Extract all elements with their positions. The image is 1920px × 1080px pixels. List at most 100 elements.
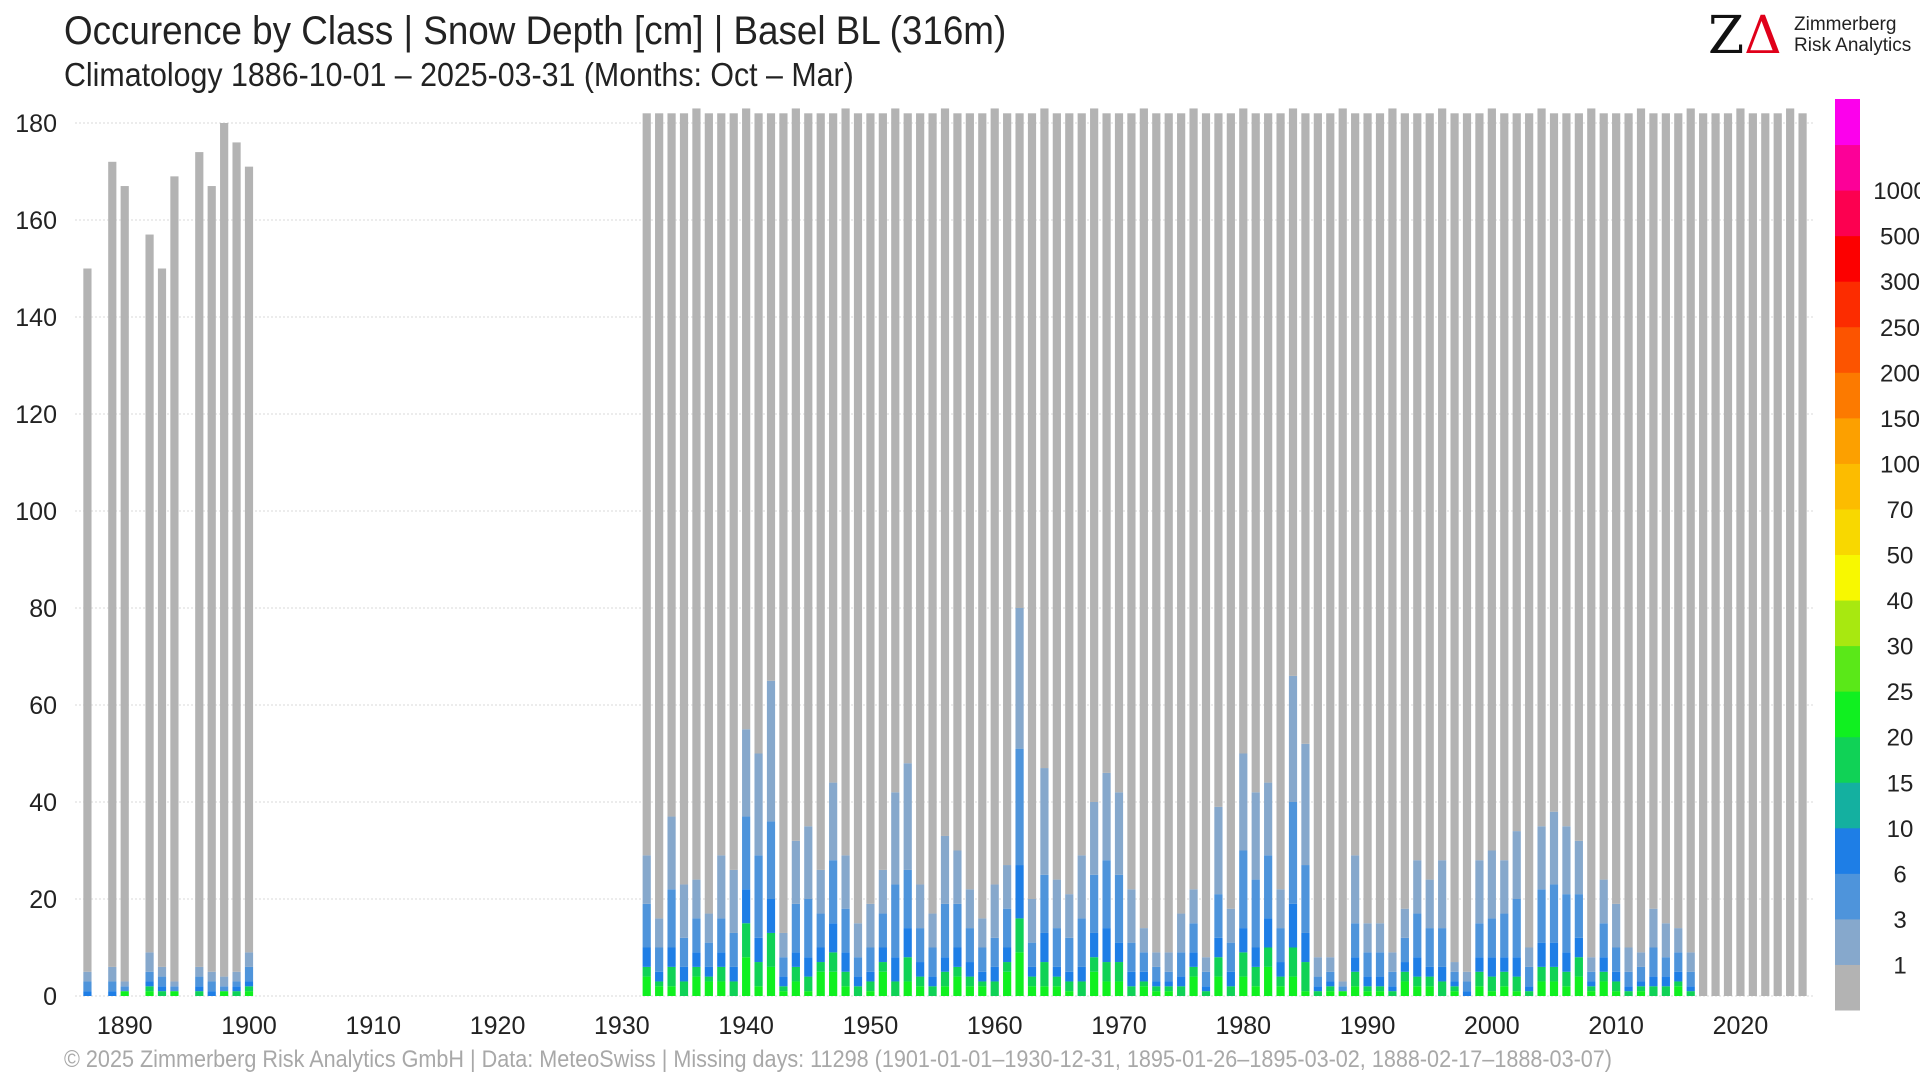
bar-segment <box>878 971 887 996</box>
bar-segment <box>816 947 825 963</box>
bar-segment <box>1226 908 1235 943</box>
y-axis: 0 20 40 60 80 100 120 140 160 180 <box>15 110 57 1011</box>
colorbar-swatch <box>1835 554 1860 601</box>
bar-segment <box>891 884 900 958</box>
bar-no-snow <box>1475 113 1484 861</box>
colorbar-label: 10 <box>1887 816 1914 843</box>
bar-segment <box>1388 952 1397 972</box>
bar-no-snow <box>965 113 974 890</box>
bar-segment <box>1450 971 1459 982</box>
bar-no-snow <box>1500 113 1509 861</box>
bar-no-snow <box>1338 108 1347 982</box>
bar-segment <box>1065 937 1074 972</box>
bar-segment <box>157 966 167 977</box>
bar-segment <box>1500 986 1509 996</box>
bar-segment <box>170 981 179 987</box>
colorbar-swatch <box>1835 144 1860 191</box>
bar-segment <box>655 971 664 982</box>
bar-segment <box>1003 971 1012 996</box>
bar-no-snow <box>1562 113 1571 827</box>
bar-segment <box>1587 981 1596 987</box>
bar-segment <box>679 981 689 996</box>
bar-no-snow <box>754 113 763 754</box>
bar-segment <box>1027 966 1037 977</box>
bar-no-snow <box>978 113 987 919</box>
bar-segment <box>1127 889 1136 943</box>
bar-segment <box>1114 792 1124 875</box>
bar-segment <box>1276 928 1285 963</box>
bar-segment <box>1264 966 1273 996</box>
bar-no-snow <box>816 113 825 870</box>
bar-segment <box>1214 957 1223 977</box>
bar-segment <box>1027 976 1037 987</box>
bar-no-snow <box>1015 113 1024 609</box>
colorbar-swatch <box>1835 873 1860 920</box>
bar-segment <box>120 986 129 992</box>
colorbar-label: 250 <box>1880 315 1920 342</box>
bar-segment <box>1301 991 1310 996</box>
bar-segment <box>742 923 751 958</box>
bar-segment <box>1313 957 1322 977</box>
bar-segment <box>145 991 154 996</box>
bar-segment <box>816 869 825 914</box>
bar-segment <box>891 957 900 982</box>
bar-segment <box>878 947 887 963</box>
bar-no-snow <box>667 113 676 817</box>
bar-segment <box>1139 971 1148 982</box>
bar-segment <box>829 952 838 972</box>
bar-segment <box>903 957 912 982</box>
bar-segment <box>1500 913 1509 958</box>
bar-segment <box>1052 986 1061 996</box>
bar-no-snow <box>170 176 179 982</box>
bar-segment <box>1562 894 1571 953</box>
bar-segment <box>83 981 92 992</box>
bar-segment <box>779 932 788 958</box>
bar-segment <box>717 981 726 996</box>
bar-segment <box>978 918 987 948</box>
colorbar-swatch <box>1835 736 1860 783</box>
bar-segment <box>1264 782 1273 856</box>
colorbar-swatch <box>1835 645 1860 692</box>
bar-segment <box>754 962 763 987</box>
bar-segment <box>1003 908 1012 948</box>
colorbar-label: 500 <box>1880 224 1920 251</box>
bar-segment <box>108 991 117 996</box>
bar-segment <box>779 991 788 996</box>
bar-segment <box>1636 952 1646 967</box>
bar-segment <box>1338 991 1347 996</box>
bar-no-snow <box>244 166 254 953</box>
bar-segment <box>729 932 738 967</box>
bar-segment <box>1052 976 1061 987</box>
bar-segment <box>1624 991 1633 996</box>
bar-no-snow <box>1587 108 1596 958</box>
bar-segment <box>232 991 241 996</box>
bar-segment <box>1537 966 1546 982</box>
bar-no-snow <box>1624 113 1633 948</box>
bar-segment <box>1164 971 1173 982</box>
bar-segment <box>1189 966 1198 977</box>
bar-segment <box>729 869 738 933</box>
bar-no-snow <box>791 108 800 841</box>
bar-segment <box>232 986 241 992</box>
bar-segment <box>1574 957 1583 977</box>
bar-no-snow <box>195 152 204 967</box>
bar-segment <box>692 952 701 967</box>
bar-segment <box>878 913 887 948</box>
colorbar-label: 70 <box>1887 497 1914 524</box>
bar-segment <box>1612 991 1621 996</box>
bar-no-snow <box>1649 113 1658 909</box>
bar-segment <box>953 966 962 977</box>
bar-segment <box>1251 947 1260 967</box>
bar-segment <box>1525 991 1534 996</box>
bar-segment <box>642 855 651 904</box>
bar-segment <box>667 947 676 967</box>
bar-segment <box>940 986 950 996</box>
bar-segment <box>1326 971 1335 982</box>
bar-segment <box>791 966 800 982</box>
bar-segment <box>1425 928 1434 967</box>
x-tick-label: 1890 <box>97 1012 153 1040</box>
bar-segment <box>990 981 999 996</box>
bar-no-snow <box>1177 113 1186 914</box>
bar-segment <box>145 986 154 992</box>
bar-segment <box>816 913 825 948</box>
